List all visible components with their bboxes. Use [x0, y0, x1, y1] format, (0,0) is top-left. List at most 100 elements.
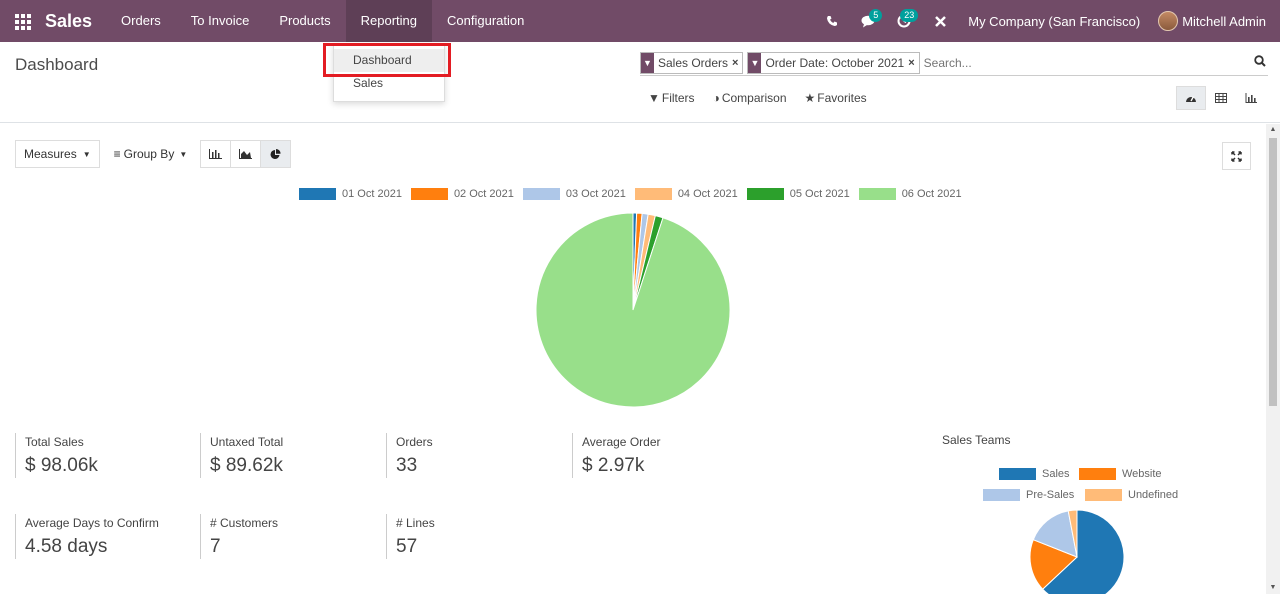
kpi-customers[interactable]: # Customers 7	[200, 514, 278, 559]
facet-remove-icon[interactable]: ×	[732, 57, 739, 69]
pie-slice[interactable]	[1042, 510, 1125, 594]
kpi-lines[interactable]: # Lines 57	[386, 514, 435, 559]
line-chart-button[interactable]	[230, 140, 262, 168]
legend-swatch	[858, 188, 896, 200]
systray: 5 23 My Company (San Francisco) Mitchell…	[814, 0, 1280, 42]
kpi-label: Untaxed Total	[210, 435, 284, 449]
favorites-button[interactable]: ★ Favorites	[805, 91, 867, 105]
kpi-value: 7	[210, 536, 221, 557]
kpi-total-sales[interactable]: Total Sales $ 98.06k	[15, 433, 98, 478]
graph-toolbar: Measures ▼ ≡ Group By ▼	[15, 140, 292, 168]
legend-item[interactable]: 03 Oct 2021	[522, 188, 626, 200]
menu-products[interactable]: Products	[279, 13, 331, 28]
legend-label: 02 Oct 2021	[453, 188, 514, 200]
kpi-label: Orders	[396, 435, 433, 449]
company-switcher[interactable]: My Company (San Francisco)	[968, 13, 1141, 29]
dropdown-item-sales[interactable]: Sales	[353, 76, 384, 90]
search-bar: ▼ Sales Orders × ▼ Order Date: October 2…	[640, 51, 1268, 76]
pivot-view-button[interactable]	[1206, 86, 1236, 110]
bar-chart-icon	[209, 149, 223, 159]
expand-icon	[1231, 150, 1242, 162]
sales-teams-pie-chart	[1030, 510, 1125, 594]
favorites-label: Favorites	[817, 91, 867, 105]
kpi-average-order[interactable]: Average Order $ 2.97k	[572, 433, 661, 478]
activity-clock-icon[interactable]: 23	[886, 0, 922, 42]
legend-swatch	[410, 188, 448, 200]
kpi-average-days-to-confirm[interactable]: Average Days to Confirm 4.58 days	[15, 514, 159, 559]
pie-slice[interactable]	[1030, 539, 1078, 590]
kpi-value: $ 89.62k	[210, 455, 283, 476]
tachometer-icon	[1186, 96, 1196, 102]
pie-slice[interactable]	[1032, 510, 1078, 558]
kpi-value: 33	[396, 455, 418, 476]
debug-tools-icon[interactable]	[922, 0, 958, 42]
kpi-label: Total Sales	[25, 435, 84, 449]
kpi-value: 4.58 days	[25, 536, 108, 557]
search-options: ▼ Filters ◑ Comparison ★ Favorites	[648, 91, 867, 105]
page-scrollbar[interactable]: ▲ ▼	[1266, 124, 1280, 594]
star-icon: ★	[804, 91, 816, 105]
legend-item[interactable]: Website	[1079, 468, 1162, 480]
kpi-label: # Lines	[396, 516, 435, 530]
list-icon: ≡	[113, 147, 121, 161]
main-chart-legend: 01 Oct 2021 02 Oct 2021 03 Oct 2021 04 O…	[299, 188, 971, 200]
adjust-icon: ◑	[712, 91, 720, 105]
highlight-annotation	[323, 43, 451, 77]
phone-icon[interactable]	[814, 0, 850, 42]
kpi-untaxed-total[interactable]: Untaxed Total $ 89.62k	[200, 433, 283, 478]
menu-configuration[interactable]: Configuration	[447, 13, 525, 28]
chat-badge: 5	[869, 9, 883, 22]
legend-item[interactable]: Pre-Sales	[983, 489, 1074, 501]
dashboard-view-button[interactable]	[1176, 86, 1206, 110]
menu-to-invoice[interactable]: To Invoice	[190, 13, 250, 28]
legend-item[interactable]: 01 Oct 2021	[299, 188, 402, 200]
filter-icon: ▼	[641, 53, 654, 73]
legend-item[interactable]: 04 Oct 2021	[634, 188, 738, 200]
scroll-down-arrow-icon[interactable]: ▼	[1269, 584, 1277, 591]
measures-label: Measures	[24, 147, 77, 161]
comparison-label: Comparison	[721, 91, 787, 105]
legend-item[interactable]: Undefined	[1085, 489, 1178, 501]
bar-chart-button[interactable]	[200, 140, 232, 168]
control-panel: Dashboard ▼ Sales Orders × ▼ Order Date:…	[0, 42, 1280, 123]
dropdown-item-dashboard[interactable]: Dashboard	[334, 49, 444, 72]
app-title[interactable]: Sales	[45, 10, 93, 31]
apps-menu-icon[interactable]	[15, 14, 31, 30]
breadcrumb: Dashboard	[15, 55, 99, 74]
main-pie-chart	[535, 212, 731, 408]
kpi-orders[interactable]: Orders 33	[386, 433, 433, 478]
legend-swatch	[746, 188, 784, 200]
filters-label: Filters	[661, 91, 695, 105]
search-input[interactable]	[923, 56, 1204, 70]
table-icon	[1215, 93, 1227, 103]
pie-chart-icon	[270, 148, 281, 159]
legend-item[interactable]: 06 Oct 2021	[858, 188, 962, 200]
menu-reporting[interactable]: Reporting	[345, 0, 433, 42]
pie-slice[interactable]	[535, 212, 731, 408]
scroll-up-arrow-icon[interactable]: ▲	[1269, 126, 1277, 133]
legend-item[interactable]: 05 Oct 2021	[746, 188, 850, 200]
legend-label: 06 Oct 2021	[901, 188, 962, 200]
legend-swatch	[1085, 489, 1122, 501]
graph-view-button[interactable]	[1236, 86, 1266, 110]
legend-label: Website	[1122, 468, 1162, 480]
group-by-label: Group By	[123, 147, 175, 161]
legend-item[interactable]: Sales	[999, 468, 1070, 480]
pie-slice[interactable]	[1067, 510, 1078, 558]
chat-icon[interactable]: 5	[850, 0, 886, 42]
legend-item[interactable]: 02 Oct 2021	[410, 188, 514, 200]
menu-orders[interactable]: Orders	[121, 13, 161, 28]
measures-button[interactable]: Measures ▼	[15, 140, 100, 168]
kpi-value: $ 2.97k	[582, 455, 645, 476]
group-by-button[interactable]: ≡ Group By ▼	[114, 147, 188, 161]
avatar	[1158, 11, 1179, 31]
facet-remove-icon[interactable]: ×	[908, 57, 915, 69]
filters-button[interactable]: ▼ Filters	[648, 91, 695, 105]
legend-label: Undefined	[1128, 489, 1179, 501]
comparison-button[interactable]: ◑ Comparison	[713, 91, 787, 105]
expand-button[interactable]	[1222, 142, 1251, 170]
scroll-thumb[interactable]	[1269, 138, 1277, 406]
pie-chart-button[interactable]	[260, 140, 292, 168]
user-menu[interactable]: Mitchell Admin	[1158, 11, 1266, 31]
search-icon[interactable]	[1254, 55, 1266, 70]
